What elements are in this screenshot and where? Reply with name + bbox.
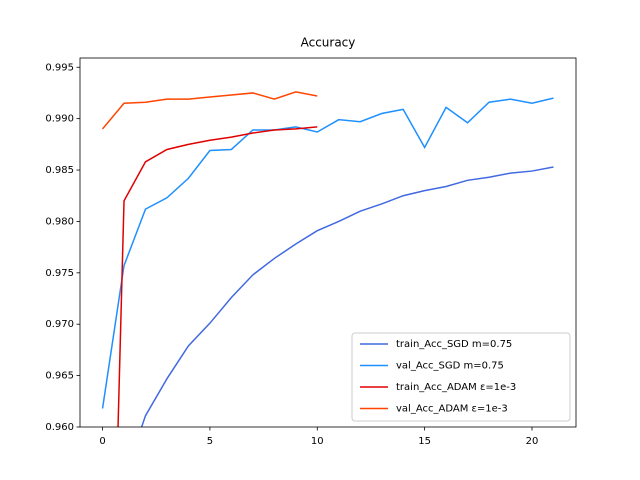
series-line xyxy=(140,166,554,427)
y-tick-label: 0.970 xyxy=(45,319,74,330)
x-tick-label: 10 xyxy=(311,436,324,447)
legend-box xyxy=(351,332,571,422)
series-line xyxy=(101,97,554,409)
y-tick-label: 0.960 xyxy=(45,422,74,433)
y-tick-label: 0.975 xyxy=(45,268,74,279)
legend-label: val_Acc_ADAM ε=1e-3 xyxy=(396,404,508,415)
x-tick-label: 5 xyxy=(207,436,213,447)
legend-label: train_Acc_ADAM ε=1e-3 xyxy=(396,382,516,393)
x-tick-label: 0 xyxy=(99,436,105,447)
plot-area xyxy=(101,91,554,427)
y-tick-label: 0.995 xyxy=(45,62,74,73)
x-tick-label: 20 xyxy=(526,436,539,447)
series-line xyxy=(101,91,318,130)
y-tick-label: 0.965 xyxy=(45,371,74,382)
legend-label: val_Acc_SGD m=0.75 xyxy=(396,361,504,372)
series-line xyxy=(117,126,318,427)
y-tick-label: 0.980 xyxy=(45,216,74,227)
y-tick-label: 0.990 xyxy=(45,114,74,125)
chart-title: Accuracy xyxy=(301,36,356,50)
legend-label: train_Acc_SGD m=0.75 xyxy=(396,339,512,350)
y-tick-label: 0.985 xyxy=(45,165,74,176)
x-tick-label: 15 xyxy=(418,436,431,447)
axes-frame xyxy=(79,57,577,428)
